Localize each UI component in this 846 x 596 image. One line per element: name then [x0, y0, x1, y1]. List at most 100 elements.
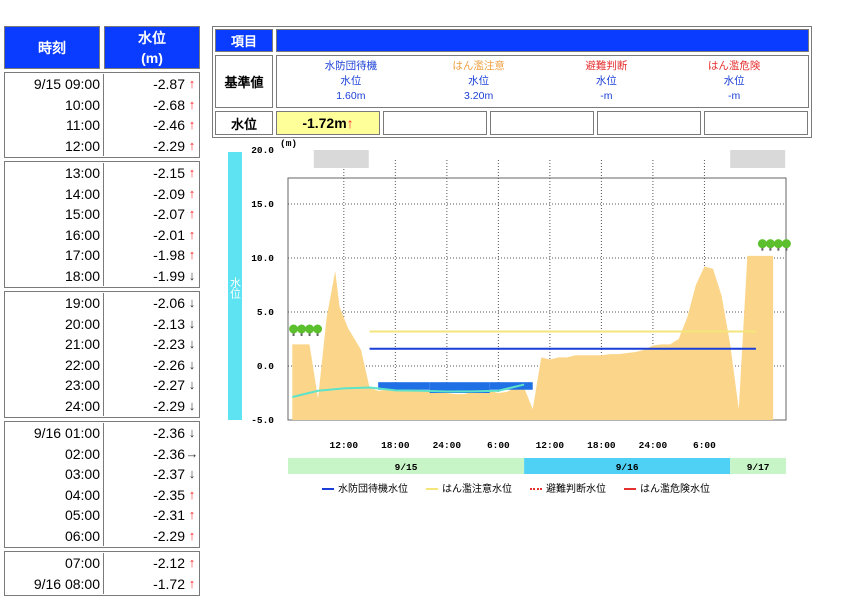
- arrow-up-icon: ↑: [188, 527, 196, 543]
- legend-item: 避難判断水位: [530, 480, 606, 495]
- x-tick-label: 24:00: [433, 440, 462, 451]
- legend-label: 避難判断水位: [546, 484, 606, 495]
- row-time: 24:00: [5, 395, 104, 416]
- arrow-up-icon: ↑: [188, 165, 196, 180]
- date-band: [524, 458, 731, 474]
- legend-label: はん濫注意水位: [442, 484, 512, 495]
- threshold-cell: 水防団待機 水位 1.60m: [299, 56, 403, 107]
- legend-label: 水防団待機水位: [338, 484, 408, 495]
- header-level: 水位 (m): [104, 26, 200, 69]
- arrow-up-icon: ↑: [188, 575, 196, 591]
- threshold-name: はん濫危険: [707, 60, 761, 72]
- table-row: 14:00 -2.09 ↑: [5, 183, 199, 204]
- table-row: 16:00 -2.01 ↑: [5, 224, 199, 245]
- threshold-sub: 水位: [340, 75, 362, 87]
- row-time: 20:00: [5, 313, 104, 334]
- date-band-label: 9/16: [616, 462, 639, 473]
- row-time: 15:00: [5, 204, 104, 225]
- arrow-up-icon: ↑: [188, 555, 196, 570]
- table-row: 21:00 -2.23 ↓: [5, 334, 199, 355]
- y-tick-label: 20.0: [251, 145, 274, 156]
- header-level-unit: (m): [141, 49, 163, 66]
- threshold-name: はん濫注意: [452, 60, 505, 72]
- arrow-down-icon: ↓: [188, 377, 196, 392]
- water-pool: [429, 382, 490, 393]
- row-level-value: -2.37: [153, 466, 185, 482]
- x-tick-label: 18:00: [381, 440, 410, 451]
- arrow-up-icon: ↑: [188, 96, 196, 112]
- table-row: 9/16 08:00 -1.72 ↑: [5, 573, 199, 594]
- header-level-label: 水位: [138, 29, 166, 46]
- row-level-value: -2.23: [153, 336, 185, 352]
- water-level-chart: 水位 (m) 20.0 15.0 10.0 5.0 0.0 -5.0 12:00 18:00 24:…: [222, 138, 812, 498]
- arrow-down-icon: ↓: [188, 397, 196, 413]
- row-level-value: -1.98: [153, 247, 185, 263]
- y-tick-label: -5.0: [251, 415, 274, 426]
- row-time: 17:00: [5, 245, 104, 266]
- current-level-arrow: ↑: [346, 115, 354, 131]
- legend-item: はん濫危険水位: [624, 480, 710, 495]
- level-label: 水位: [215, 111, 273, 135]
- arrow-up-icon: ↑: [188, 507, 196, 522]
- row-time: 9/15 09:00: [5, 74, 104, 95]
- table-row-group: 07:00 -2.12 ↑ 9/16 08:00 -1.72 ↑: [4, 551, 200, 596]
- table-row: 9/16 01:00 -2.36 ↓: [5, 423, 199, 444]
- threshold-cell: はん濫注意 水位 3.20m: [427, 56, 531, 107]
- date-band-label: 9/17: [747, 462, 770, 473]
- legend-swatch: [426, 488, 438, 491]
- row-time: 06:00: [5, 525, 104, 546]
- arrow-down-icon: ↓: [188, 466, 196, 481]
- table-row: 17:00 -1.98 ↑: [5, 245, 199, 266]
- legend-swatch: [322, 488, 334, 491]
- threshold-value: 3.20m: [464, 90, 494, 102]
- table-row: 24:00 -2.29 ↓: [5, 395, 199, 416]
- arrow-up-icon: ↑: [188, 486, 196, 502]
- arrow-down-icon: ↓: [188, 336, 196, 351]
- row-time: 14:00: [5, 183, 104, 204]
- row-time: 9/16 01:00: [5, 423, 104, 444]
- table-row: 12:00 -2.29 ↑: [5, 135, 199, 156]
- table-row: 13:00 -2.15 ↑: [5, 163, 199, 184]
- tree-icon: [300, 331, 303, 336]
- row-level-value: -2.87: [153, 76, 185, 92]
- x-tick-label: 12:00: [536, 440, 565, 451]
- row-time: 12:00: [5, 135, 104, 156]
- row-level-value: -2.29: [153, 527, 185, 544]
- water-level-line: [292, 383, 525, 398]
- empty-cell: [490, 111, 594, 135]
- legend-item: 水防団待機水位: [322, 480, 408, 495]
- arrow-down-icon: ↓: [188, 425, 196, 440]
- y-tick-label: 0.0: [257, 361, 274, 372]
- table-row: 07:00 -2.12 ↑: [5, 553, 199, 574]
- table-row: 10:00 -2.68 ↑: [5, 94, 199, 115]
- row-time: 19:00: [5, 293, 104, 314]
- y-axis-label: 水位: [229, 277, 242, 299]
- row-time: 13:00: [5, 163, 104, 184]
- y-tick-label: 10.0: [251, 253, 274, 264]
- row-time: 07:00: [5, 553, 104, 574]
- row-time: 16:00: [5, 224, 104, 245]
- table-row: 05:00 -2.31 ↑: [5, 505, 199, 526]
- tree-icon: [313, 324, 323, 334]
- item-label: 項目: [215, 29, 273, 52]
- water-level-table: 時刻 水位 (m) 9/15 09:00 -2.87 ↑ 10:00 -2.68 ↑ 11:…: [4, 26, 200, 596]
- tree-icon: [765, 239, 775, 249]
- current-level-text: -1.72m: [302, 115, 347, 131]
- tree-icon: [308, 331, 311, 336]
- table-row-group: 19:00 -2.06 ↓ 20:00 -2.13 ↓ 21:00 -2.23 ↓ 22:00 -2…: [4, 291, 200, 418]
- row-level-value: -2.13: [153, 315, 185, 332]
- empty-cell: [704, 111, 808, 135]
- row-time: 18:00: [5, 265, 104, 286]
- tree-icon: [757, 239, 767, 249]
- arrow-down-icon: ↓: [188, 315, 196, 331]
- row-time: 05:00: [5, 505, 104, 526]
- row-level-value: -2.36: [153, 445, 185, 462]
- bank-marker-right: [730, 150, 786, 168]
- arrow-up-icon: ↑: [188, 226, 196, 242]
- threshold-value: -m: [600, 90, 613, 102]
- table-row-group: 9/15 09:00 -2.87 ↑ 10:00 -2.68 ↑ 11:00 -2.46 ↑ 12…: [4, 72, 200, 158]
- arrow-up-icon: ↑: [188, 137, 196, 153]
- bank-marker-left: [313, 150, 369, 168]
- riverbed-area: [292, 255, 774, 420]
- item-header-bar: [276, 29, 809, 52]
